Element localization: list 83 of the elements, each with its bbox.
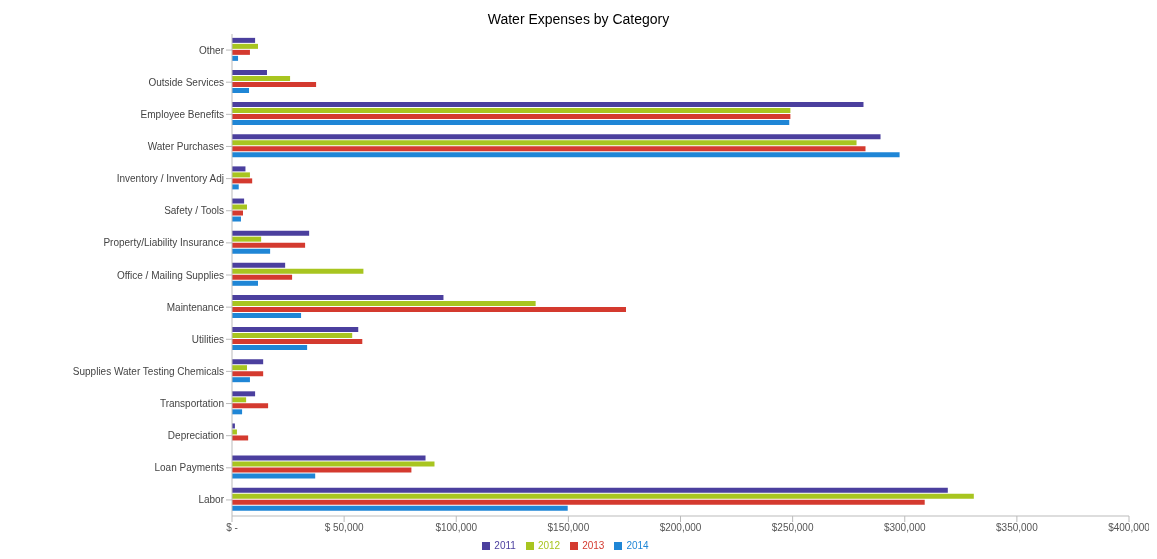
- bar: [232, 327, 359, 333]
- bar: [232, 230, 310, 236]
- y-tick-label: Office / Mailing Supplies: [116, 269, 224, 281]
- bar: [232, 81, 317, 87]
- x-tick-label: $350,000: [996, 522, 1039, 534]
- bar: [232, 172, 250, 178]
- bar: [232, 69, 267, 75]
- bar: [232, 300, 536, 306]
- y-tick-label: Utilities: [191, 333, 224, 345]
- bar: [232, 505, 568, 511]
- x-tick-label: $400,000: [1108, 522, 1151, 534]
- bar: [232, 312, 302, 318]
- legend-label: 2014: [626, 540, 649, 551]
- bar: [232, 166, 246, 172]
- bar: [232, 371, 264, 377]
- bar: [232, 455, 426, 461]
- y-tick-label: Loan Payments: [154, 462, 224, 474]
- bar: [232, 487, 948, 493]
- y-tick-label: Labor: [198, 494, 225, 506]
- bar: [232, 403, 269, 409]
- bar: [232, 473, 316, 479]
- bar: [232, 87, 250, 93]
- bar: [232, 242, 306, 248]
- bar: [232, 236, 262, 242]
- x-tick-label: $250,000: [771, 522, 814, 534]
- bar: [232, 102, 864, 108]
- bar: [232, 152, 900, 158]
- bar: [232, 120, 790, 126]
- bar: [232, 377, 250, 383]
- x-tick-label: $200,000: [659, 522, 702, 534]
- bar: [232, 248, 271, 254]
- y-tick-label: Supplies Water Testing Chemicals: [72, 365, 224, 377]
- bar: [232, 435, 249, 441]
- legend-label: 2011: [494, 540, 516, 551]
- y-tick-label: Outside Services: [148, 76, 224, 88]
- y-tick-label: Employee Benefits: [140, 108, 224, 120]
- bar: [232, 37, 256, 43]
- bar: [232, 333, 353, 339]
- y-tick-label: Maintenance: [166, 301, 225, 313]
- bar: [232, 140, 857, 146]
- chart-title: Water Expenses by Category: [486, 10, 671, 29]
- y-tick-label: Other: [198, 44, 225, 56]
- y-tick-label: Transportation: [159, 398, 224, 410]
- bar: [232, 339, 363, 345]
- bar: [232, 467, 412, 473]
- bar: [232, 280, 259, 286]
- bar: [232, 268, 364, 274]
- bar: [232, 114, 791, 120]
- bar: [232, 75, 291, 81]
- bar: [232, 204, 248, 210]
- x-tick-label: $150,000: [547, 522, 590, 534]
- legend-label: 2012: [537, 540, 561, 551]
- bar: [232, 397, 247, 403]
- x-tick-label: $100,000: [435, 522, 478, 534]
- bar: [232, 391, 256, 397]
- x-tick-label: $ -: [226, 522, 238, 534]
- bar: [232, 274, 293, 280]
- bar: [232, 409, 243, 415]
- bar: [232, 146, 866, 152]
- bar: [232, 178, 253, 184]
- bar: [232, 461, 435, 467]
- x-tick-label: $300,000: [883, 522, 927, 534]
- bar: [232, 345, 308, 351]
- bar: [232, 43, 259, 49]
- y-tick-label: Inventory / Inventory Adj: [116, 173, 224, 185]
- y-tick-label: Water Purchases: [147, 141, 224, 153]
- legend-label: 2013: [582, 540, 605, 551]
- bar: [232, 365, 248, 371]
- bar: [232, 262, 286, 268]
- bar: [232, 134, 881, 140]
- bar: [232, 294, 444, 300]
- y-tick-label: Depreciation: [167, 430, 224, 442]
- bar: [232, 210, 243, 216]
- y-tick-label: Property/Liability Insurance: [103, 237, 225, 249]
- y-tick-label: Safety / Tools: [164, 205, 224, 217]
- bar: [232, 493, 974, 499]
- bar: [232, 359, 264, 365]
- bar: [232, 499, 925, 505]
- bar: [232, 49, 250, 55]
- bar: [232, 198, 245, 204]
- bar: [232, 306, 627, 312]
- bar: [232, 108, 791, 114]
- x-tick-label: $ 50,000: [324, 522, 365, 534]
